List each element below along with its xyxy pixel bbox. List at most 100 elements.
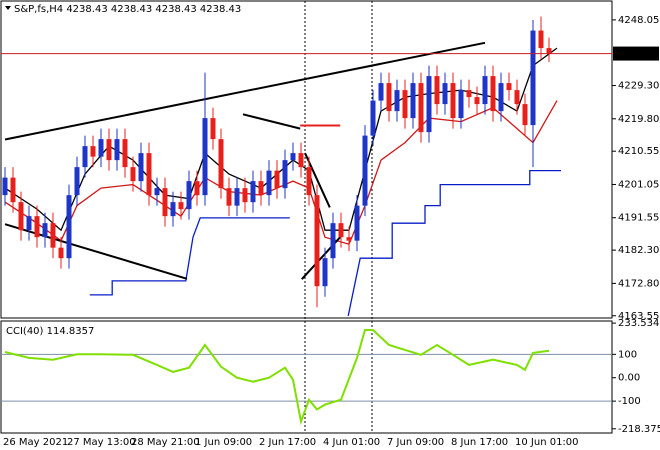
moving-average: [4, 100, 558, 245]
candle-body: [474, 97, 480, 105]
candle-body: [266, 170, 272, 196]
y-tick-label: 4191.55: [618, 213, 659, 224]
candle-body: [18, 202, 24, 231]
candle-body: [546, 48, 552, 54]
support-line: [89, 169, 561, 317]
candle-body: [538, 30, 544, 49]
y-tick-label: 0.00: [618, 373, 640, 384]
candle-body: [202, 118, 208, 196]
candle-body: [98, 139, 104, 157]
y-tick-label: 4163.55: [618, 311, 659, 322]
candle-body: [418, 83, 424, 133]
candle-body: [402, 90, 408, 119]
candle-body: [130, 167, 136, 182]
candle-body: [490, 76, 496, 112]
candle-body: [138, 153, 144, 182]
candle-body: [26, 216, 32, 231]
candle-body: [66, 195, 72, 259]
x-tick-label: 10 Jun 01:00: [515, 437, 579, 448]
candle-body: [330, 223, 336, 259]
candle-body: [218, 139, 224, 189]
candle-body: [186, 181, 192, 210]
x-tick-label: 26 May 2021: [3, 437, 68, 448]
y-tick-label: -100: [618, 396, 641, 407]
candle-body: [290, 153, 296, 161]
candle-body: [434, 76, 440, 105]
candle-body: [314, 195, 320, 287]
candle-body: [234, 188, 240, 206]
candle-body: [210, 118, 216, 140]
candle-body: [242, 188, 248, 203]
x-tick-label: 1 Jun 09:00: [195, 437, 252, 448]
candle-body: [450, 83, 456, 119]
candle-body: [514, 90, 520, 105]
candle-body: [378, 83, 384, 101]
candle-body: [170, 202, 176, 217]
candle-body: [90, 146, 96, 157]
candle-body: [346, 237, 352, 241]
candle-body: [122, 139, 128, 168]
x-tick-label: 28 May 21:00: [131, 437, 200, 448]
candle-body: [506, 83, 512, 91]
y-tick-label: 4210.55: [618, 146, 659, 157]
candle-body: [2, 177, 8, 196]
candle-body: [442, 83, 448, 105]
y-tick-label: -218.3753: [618, 424, 660, 435]
candle-body: [50, 223, 56, 248]
y-tick-label: 233.5348: [618, 318, 660, 329]
candle-body: [466, 90, 472, 98]
candle-body: [322, 258, 328, 287]
candle-body: [58, 247, 64, 259]
last-price-label: 4238.43: [618, 49, 659, 60]
candle-body: [42, 223, 48, 238]
x-tick-label: 7 Jun 09:00: [387, 437, 444, 448]
candle-body: [74, 167, 80, 196]
x-tick-label: 2 Jun 17:00: [259, 437, 316, 448]
x-tick-label: 27 May 13:00: [67, 437, 136, 448]
candle-body: [154, 188, 160, 196]
y-tick-label: 4229.30: [618, 81, 659, 92]
candle-body: [106, 139, 112, 161]
candle-body: [162, 188, 168, 217]
candle-body: [522, 104, 528, 126]
candle-body: [178, 202, 184, 210]
trend-line: [4, 41, 486, 141]
cci-panel: [0, 320, 613, 434]
candle-body: [498, 83, 504, 112]
y-tick-label: 4219.80: [618, 114, 659, 125]
candle-body: [258, 181, 264, 196]
title-marker: [5, 6, 11, 10]
chart-title: S&P,fs,H4 4238.43 4238.43 4238.43 4238.4…: [14, 4, 241, 15]
candle-body: [274, 170, 280, 189]
candle-body: [362, 135, 368, 206]
candle-body: [298, 153, 304, 168]
candle-body: [410, 83, 416, 119]
candle-body: [114, 139, 120, 161]
candle-body: [82, 146, 88, 168]
y-tick-label: 100: [618, 349, 637, 360]
y-tick-label: 4248.05: [618, 15, 659, 26]
candle-body: [482, 76, 488, 105]
candle-body: [282, 160, 288, 189]
y-tick-label: 4172.80: [618, 278, 659, 289]
candle-body: [250, 181, 256, 203]
candle-body: [426, 76, 432, 133]
candle-body: [394, 90, 400, 112]
x-tick-label: 8 Jun 17:00: [451, 437, 508, 448]
candle-body: [306, 167, 312, 196]
candle-body: [146, 153, 152, 196]
cci-title: CCI(40) 114.8357: [6, 326, 94, 337]
candle-body: [386, 83, 392, 112]
candle-body: [370, 100, 376, 136]
candle-body: [226, 188, 232, 206]
x-tick-label: 4 Jun 01:00: [323, 437, 380, 448]
candle-body: [530, 30, 536, 126]
candle-body: [194, 181, 200, 196]
trend-line: [242, 113, 301, 130]
candle-body: [354, 205, 360, 241]
cci-line: [4, 329, 550, 426]
y-tick-label: 4201.05: [618, 179, 659, 190]
candle-body: [10, 177, 16, 203]
last-price-tag: [613, 46, 659, 61]
